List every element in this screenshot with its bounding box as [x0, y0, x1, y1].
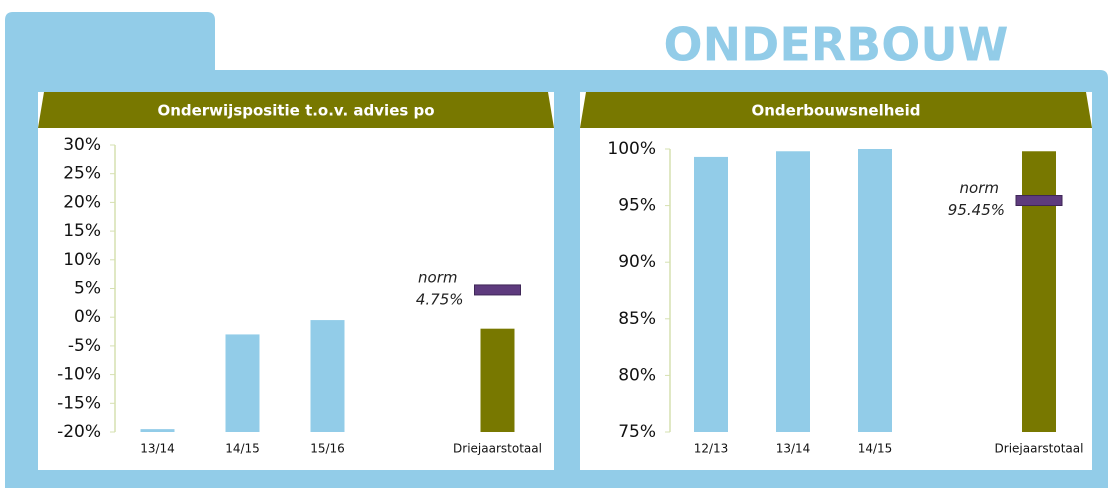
y-tick-label: -20% — [57, 422, 101, 442]
x-tick-label: 14/15 — [858, 442, 893, 456]
bar — [776, 151, 810, 432]
x-tick-label: Driejaarstotaal — [995, 442, 1084, 456]
norm-label: norm — [418, 268, 457, 286]
y-tick-label: 90% — [618, 252, 656, 272]
bar — [858, 149, 892, 432]
y-tick-label: 85% — [618, 309, 656, 329]
y-tick-label: 30% — [63, 135, 101, 155]
panel-header — [38, 92, 554, 128]
norm-marker — [1015, 195, 1063, 207]
y-tick-label: 75% — [618, 422, 656, 442]
y-tick-label: 15% — [63, 221, 101, 241]
panel-bg — [580, 92, 1092, 470]
y-tick-label: 100% — [607, 139, 656, 159]
y-tick-label: 20% — [63, 192, 101, 212]
norm-marker — [474, 284, 521, 296]
panel-header — [580, 92, 1092, 128]
x-tick-label: 14/15 — [225, 442, 260, 456]
y-tick-label: 25% — [63, 164, 101, 184]
x-tick-label: Driejaarstotaal — [453, 442, 542, 456]
page-title: ONDERBOUW — [664, 18, 1009, 72]
x-tick-label: 13/14 — [140, 442, 175, 456]
norm-value-label: 4.75% — [416, 290, 464, 308]
panel-title: Onderwijspositie t.o.v. advies po — [157, 102, 434, 120]
y-tick-label: 10% — [63, 250, 101, 270]
y-tick-label: -15% — [57, 393, 101, 413]
x-tick-label: 13/14 — [776, 442, 811, 456]
y-tick-label: -5% — [68, 336, 101, 356]
bar — [140, 429, 175, 432]
panel-1 — [38, 92, 554, 470]
bar — [1022, 151, 1056, 432]
x-tick-label: 12/13 — [694, 442, 729, 456]
panel-bg — [38, 92, 554, 470]
norm-label: norm — [960, 179, 999, 197]
bar — [694, 156, 728, 432]
bar — [310, 320, 345, 432]
bar — [225, 334, 260, 432]
bar — [480, 328, 515, 432]
y-tick-label: -10% — [57, 365, 101, 385]
panel-2 — [580, 92, 1092, 470]
norm-value-label: 95.45% — [948, 201, 1005, 219]
y-tick-label: 95% — [618, 196, 656, 216]
y-tick-label: 80% — [618, 365, 656, 385]
y-tick-label: 0% — [74, 307, 101, 327]
x-tick-label: 15/16 — [310, 442, 345, 456]
y-tick-label: 5% — [74, 279, 101, 299]
panel-title: Onderbouwsnelheid — [752, 102, 921, 120]
